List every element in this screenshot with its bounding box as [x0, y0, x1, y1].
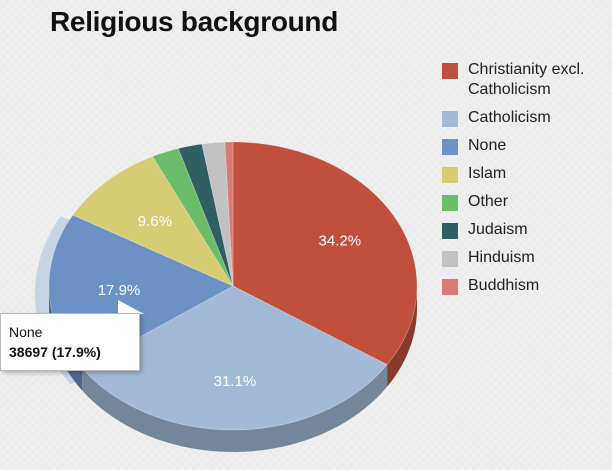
tooltip: None 38697 (17.9%) — [0, 313, 140, 371]
legend-label: None — [468, 137, 507, 154]
legend-swatch — [442, 251, 458, 267]
legend-item-judaism[interactable]: Judaism — [442, 220, 610, 240]
legend-item-hinduism[interactable]: Hinduism — [442, 248, 610, 268]
legend-item-buddhism[interactable]: Buddhism — [442, 276, 610, 296]
chart-title: Religious background — [50, 6, 339, 37]
pie-slice-buddhism[interactable] — [224, 141, 234, 287]
legend-swatch — [442, 139, 458, 155]
legend-label: Judaism — [468, 221, 528, 238]
legend-label: Christianity excl. Catholicism — [468, 61, 585, 98]
pie-top — [48, 141, 418, 431]
pie-slice-other[interactable] — [152, 148, 234, 287]
data-label-christianity-excl-catholicism: 34.2% — [319, 233, 362, 250]
legend-swatch — [442, 223, 458, 239]
legend-swatch — [442, 279, 458, 295]
legend-item-other[interactable]: Other — [442, 192, 610, 212]
data-label-none: 17.9% — [98, 282, 141, 299]
data-label-islam: 9.6% — [138, 213, 172, 230]
pie-slice-islam[interactable] — [72, 156, 234, 287]
legend-item-christianity-excl-catholicism[interactable]: Christianity excl. Catholicism — [442, 60, 610, 100]
pie-side-christianity-excl-catholicism — [387, 286, 417, 387]
legend-label: Catholicism — [468, 109, 551, 126]
legend-swatch — [442, 63, 458, 79]
tooltip-pointer — [118, 300, 144, 314]
pie-slice-catholicism[interactable] — [81, 285, 388, 431]
pie-slice-judaism[interactable] — [177, 143, 234, 287]
pie-side-catholicism — [82, 364, 388, 452]
legend-label: Hinduism — [468, 249, 535, 266]
pie-data-labels: 34.2% 31.1% 17.9% 9.6% — [98, 213, 361, 390]
legend-item-catholicism[interactable]: Catholicism — [442, 108, 610, 128]
legend-swatch — [442, 111, 458, 127]
chart-legend: Christianity excl. Catholicism Catholicis… — [442, 60, 610, 304]
legend-item-islam[interactable]: Islam — [442, 164, 610, 184]
pie-slice-christianity-excl-catholicism[interactable] — [232, 141, 418, 366]
legend-item-none[interactable]: None — [442, 136, 610, 156]
tooltip-value: 38697 (17.9%) — [9, 344, 101, 360]
pie-slice-hinduism[interactable] — [201, 141, 234, 287]
tooltip-label: None — [9, 324, 43, 340]
legend-swatch — [442, 195, 458, 211]
legend-label: Islam — [468, 165, 507, 182]
legend-label: Buddhism — [468, 277, 540, 294]
legend-label: Other — [468, 193, 509, 210]
legend-swatch — [442, 167, 458, 183]
data-label-catholicism: 31.1% — [214, 373, 257, 390]
